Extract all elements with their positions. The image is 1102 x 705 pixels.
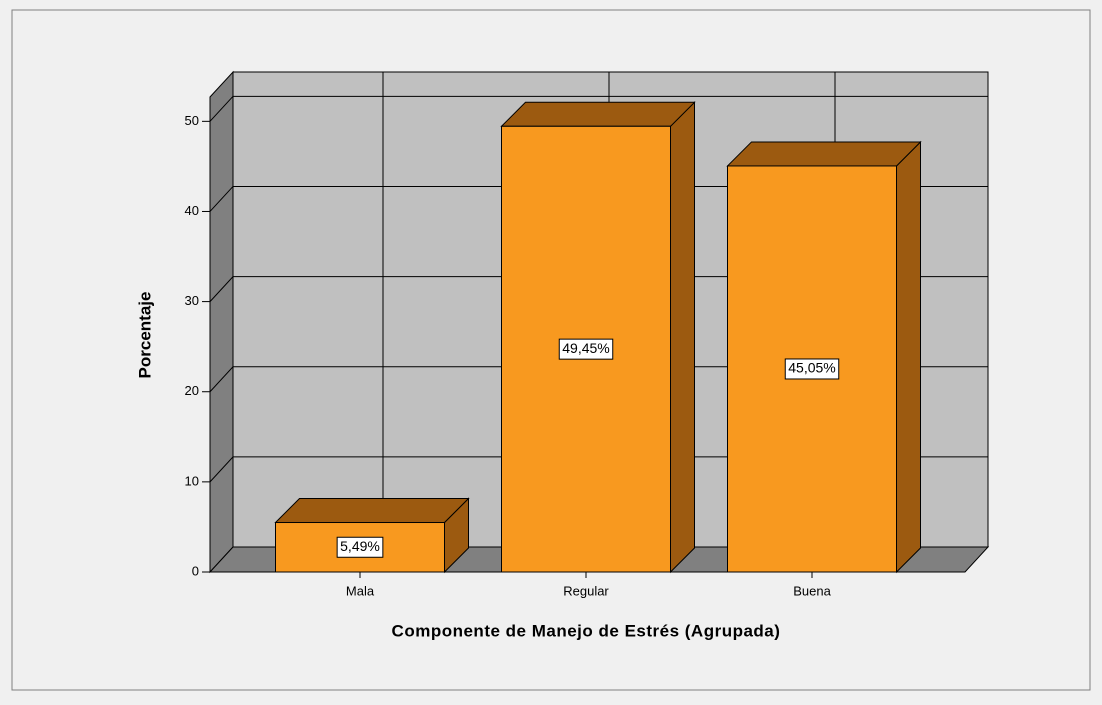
x-axis-title: Componente de Manejo de Estrés (Agrupada… [392,621,781,640]
bar-top [726,141,922,167]
y-tick-label: 40 [185,203,199,218]
y-axis-title: Porcentaje [135,292,154,379]
bar-side [896,140,921,574]
data-label-box [336,536,384,558]
bar-side [670,101,695,574]
bar-top [274,498,470,524]
y-tick-label: 30 [185,293,199,308]
data-label: 45,05% [788,360,835,376]
data-label: 49,45% [562,340,609,356]
x-tick-label: Buena [793,583,831,598]
grid-line [209,95,988,122]
data-label-box [558,338,614,360]
data-label: 5,49% [340,538,380,554]
data-label-box [784,358,840,380]
x-tick-label: Mala [346,583,375,598]
left-wall [209,70,234,574]
x-tick-label: Regular [563,583,609,598]
y-tick-label: 20 [185,383,199,398]
y-tick-label: 10 [185,473,199,488]
y-tick-label: 0 [192,563,199,578]
bar-top [500,101,696,127]
y-tick-label: 50 [185,113,199,128]
